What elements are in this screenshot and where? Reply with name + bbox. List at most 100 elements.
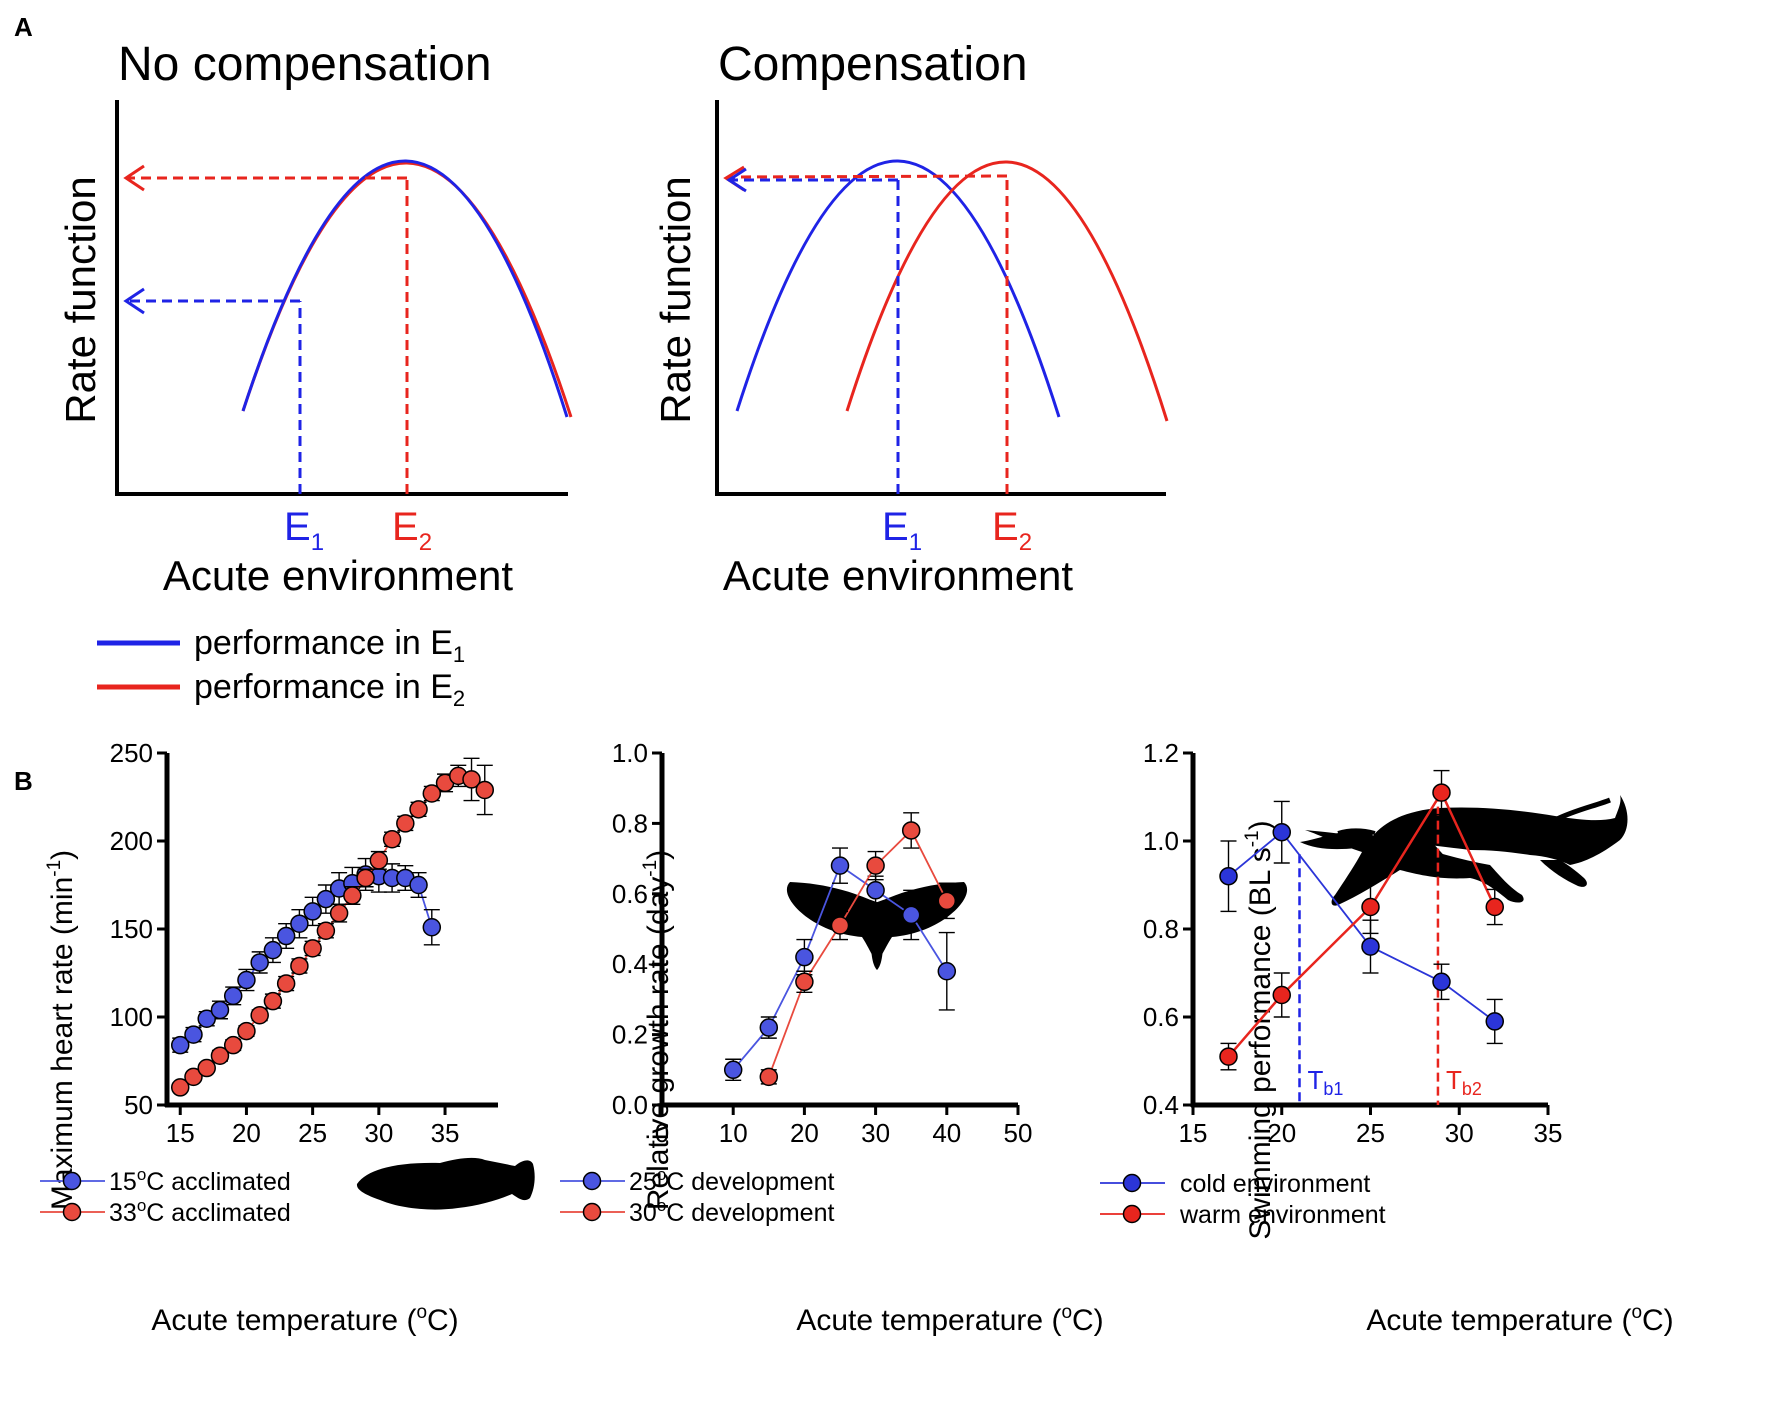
panel-b1-chart: Maximum heart rate (min-1) Acute tempera… <box>40 738 535 1337</box>
y-tick-label: 1.0 <box>1143 826 1179 856</box>
reference-label-b1: Tb1 <box>1308 1065 1344 1099</box>
data-point <box>356 868 375 888</box>
moth-silhouette <box>786 882 968 970</box>
data-point <box>422 917 442 937</box>
x-tick-label: 35 <box>1534 1118 1563 1148</box>
legend-label: 25oC development <box>629 1165 834 1196</box>
panel-a1-y-label: Rate function <box>57 176 104 424</box>
data-point <box>237 970 256 990</box>
data-point <box>1361 937 1380 956</box>
data-point <box>263 991 283 1011</box>
panel-a-label: A <box>14 12 33 42</box>
panel-a2-curve-e2 <box>845 160 1169 422</box>
panel-a1-chart: No compensation Rate function Acute envi… <box>57 38 573 599</box>
panel-b1-y-label: Maximum heart rate (min-1) <box>44 850 79 1210</box>
panel-a2-e1-label: E1 <box>882 505 922 556</box>
data-point <box>901 905 921 925</box>
data-point <box>170 1035 190 1055</box>
panel-b1-x-label: Acute temperature (oC) <box>151 1302 458 1337</box>
y-tick-label: 150 <box>110 914 153 944</box>
legend-swatch-marker <box>1122 1173 1142 1193</box>
panel-a2-e2-arrow <box>727 174 1008 179</box>
data-point <box>329 903 349 923</box>
panel-a1-e1-arrowhead <box>123 287 145 315</box>
data-point <box>184 1025 203 1044</box>
data-point <box>197 1009 216 1029</box>
data-point <box>290 914 309 933</box>
y-tick-label: 0.0 <box>612 1090 648 1120</box>
fish-silhouette <box>356 1157 535 1210</box>
data-point <box>937 961 957 981</box>
panel-b2-chart: Relative growth rate (day-1) Acute tempe… <box>560 738 1104 1337</box>
legend-label: cold environment <box>1180 1170 1370 1198</box>
data-point <box>1361 897 1380 917</box>
data-point <box>210 1000 230 1020</box>
panel-b3-chart: Swimming performance (BL s-1) Acute temp… <box>1100 738 1674 1337</box>
data-point <box>901 821 921 840</box>
panel-a2-curve-e1 <box>735 159 1061 418</box>
data-point <box>303 902 322 921</box>
legend-swatch-marker <box>1122 1204 1142 1224</box>
panel-a2-arrowhead-blue <box>726 167 747 193</box>
y-tick-label: 1.0 <box>612 738 648 768</box>
data-point <box>759 1018 779 1037</box>
data-point <box>462 770 481 789</box>
data-point <box>795 947 814 967</box>
data-point <box>369 851 389 870</box>
legend-label-e2: performance in E2 <box>194 668 465 711</box>
data-point <box>1272 985 1291 1005</box>
panel-a2-x-label: Acute environment <box>723 552 1074 599</box>
data-point <box>1485 1012 1504 1031</box>
data-point <box>210 1046 230 1065</box>
legend-swatch-marker <box>582 1202 602 1222</box>
x-tick-label: 20 <box>1267 1118 1296 1148</box>
y-tick-label: 50 <box>124 1090 153 1120</box>
x-tick-label: 25 <box>298 1118 327 1148</box>
data-point <box>409 875 428 895</box>
reference-label-b2: Tb2 <box>1446 1065 1482 1099</box>
data-point <box>830 916 850 935</box>
data-point <box>937 891 957 911</box>
panel-a1-x-label: Acute environment <box>163 552 514 599</box>
y-tick-label: 0.4 <box>612 949 648 979</box>
data-point <box>1272 822 1291 842</box>
data-point <box>409 800 428 819</box>
data-point <box>290 956 309 976</box>
panel-a1-e2-label: E2 <box>392 505 432 556</box>
data-point <box>1432 972 1451 992</box>
x-tick-label: 40 <box>932 1118 961 1148</box>
x-tick-label: 30 <box>1445 1118 1474 1148</box>
y-tick-label: 0.6 <box>612 879 648 909</box>
panel-a2-y-label: Rate function <box>652 176 699 424</box>
panel-b3-x-label: Acute temperature (oC) <box>1366 1302 1673 1337</box>
legend-label-e1: performance in E1 <box>194 624 465 667</box>
x-tick-label: 0 <box>655 1118 669 1148</box>
panel-a2-title: Compensation <box>718 38 1028 91</box>
data-point <box>197 1058 216 1078</box>
data-point <box>475 780 495 800</box>
legend-swatch-marker <box>62 1202 82 1222</box>
data-point <box>866 881 885 900</box>
data-point <box>1219 866 1238 886</box>
x-tick-label: 50 <box>1004 1118 1033 1148</box>
data-point <box>170 1078 190 1097</box>
data-point <box>276 974 296 993</box>
panel-a2-e2-label: E2 <box>992 505 1032 556</box>
legend-swatch-marker <box>62 1171 82 1191</box>
legend-label: 30oC development <box>629 1196 834 1227</box>
y-tick-label: 0.8 <box>612 808 648 838</box>
x-tick-label: 35 <box>431 1118 460 1148</box>
y-tick-label: 0.4 <box>1143 1090 1179 1120</box>
data-point <box>223 986 243 1006</box>
data-point <box>1219 1047 1238 1066</box>
data-point <box>759 1067 779 1087</box>
panel-b3-y-label: Swimming performance (BL s-1) <box>1242 820 1277 1239</box>
y-tick-label: 1.2 <box>1143 738 1179 768</box>
x-tick-label: 15 <box>166 1118 195 1148</box>
panel-b2-x-label: Acute temperature (oC) <box>796 1302 1103 1337</box>
data-point <box>223 1035 243 1055</box>
data-point <box>723 1060 743 1080</box>
data-point <box>316 921 336 941</box>
data-point <box>343 886 362 905</box>
